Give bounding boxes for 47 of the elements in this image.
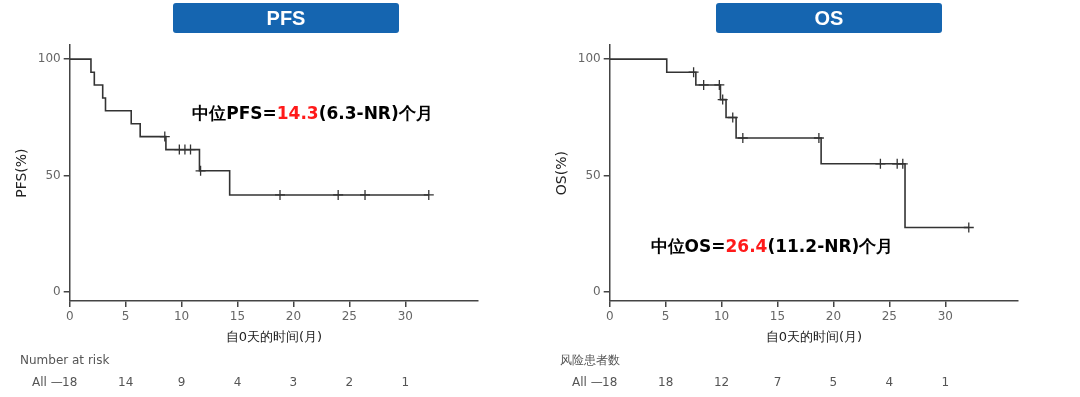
x-tick-label: 20 xyxy=(285,309,302,324)
annotation: 中位OS=26.4(11.2-NR)个月 xyxy=(650,235,894,256)
text: All — xyxy=(32,375,63,390)
x-tick-label: 15 xyxy=(229,309,246,324)
text: 1 xyxy=(401,375,410,390)
text: 2 xyxy=(345,375,354,390)
x-tick-label: 10 xyxy=(713,309,730,324)
text: 14 xyxy=(117,375,134,390)
text: Number at risk xyxy=(20,353,110,368)
x-tick-label: 0 xyxy=(65,309,74,324)
point xyxy=(717,93,729,106)
x-tick-label: 0 xyxy=(605,309,614,324)
y-tick-label: 100 xyxy=(37,51,61,66)
y-tick-label: 50 xyxy=(45,167,61,182)
text: 12 xyxy=(713,375,730,390)
text: 18 xyxy=(602,375,618,390)
x-tick-label: 30 xyxy=(397,309,413,324)
text: 风险患者数 xyxy=(560,353,620,368)
y-axis-title: OS(%) xyxy=(553,151,570,196)
x-tick-label: 5 xyxy=(121,309,130,324)
text: 18 xyxy=(62,375,78,390)
x-tick-label: 15 xyxy=(769,309,786,324)
x-axis-title: 自0天的时间(月) xyxy=(225,328,323,344)
chart-title: OS xyxy=(716,3,942,33)
text: All — xyxy=(572,375,603,390)
y-tick-label: 100 xyxy=(577,51,601,66)
y-tick-label: 0 xyxy=(53,283,61,298)
y-tick-label: 0 xyxy=(593,283,601,298)
text: 3 xyxy=(289,375,298,390)
annotation: 中位PFS=14.3(6.3-NR)个月 xyxy=(192,102,433,123)
y-tick-label: 50 xyxy=(585,167,601,182)
x-tick-label: 30 xyxy=(937,309,953,324)
x-tick-label: 5 xyxy=(661,309,670,324)
text: 18 xyxy=(657,375,674,390)
chart-title: PFS xyxy=(173,3,399,33)
text: 4 xyxy=(233,375,242,390)
y-axis-title: PFS(%) xyxy=(13,148,30,198)
x-tick-label: 20 xyxy=(825,309,842,324)
text: 1 xyxy=(941,375,950,390)
text: 7 xyxy=(773,375,782,390)
x-tick-label: 10 xyxy=(173,309,190,324)
text: 5 xyxy=(829,375,838,390)
text: 4 xyxy=(885,375,894,390)
x-tick-label: 25 xyxy=(881,309,897,324)
x-tick-label: 25 xyxy=(341,309,357,324)
text: 9 xyxy=(177,375,186,390)
x-axis-title: 自0天的时间(月) xyxy=(765,328,863,344)
